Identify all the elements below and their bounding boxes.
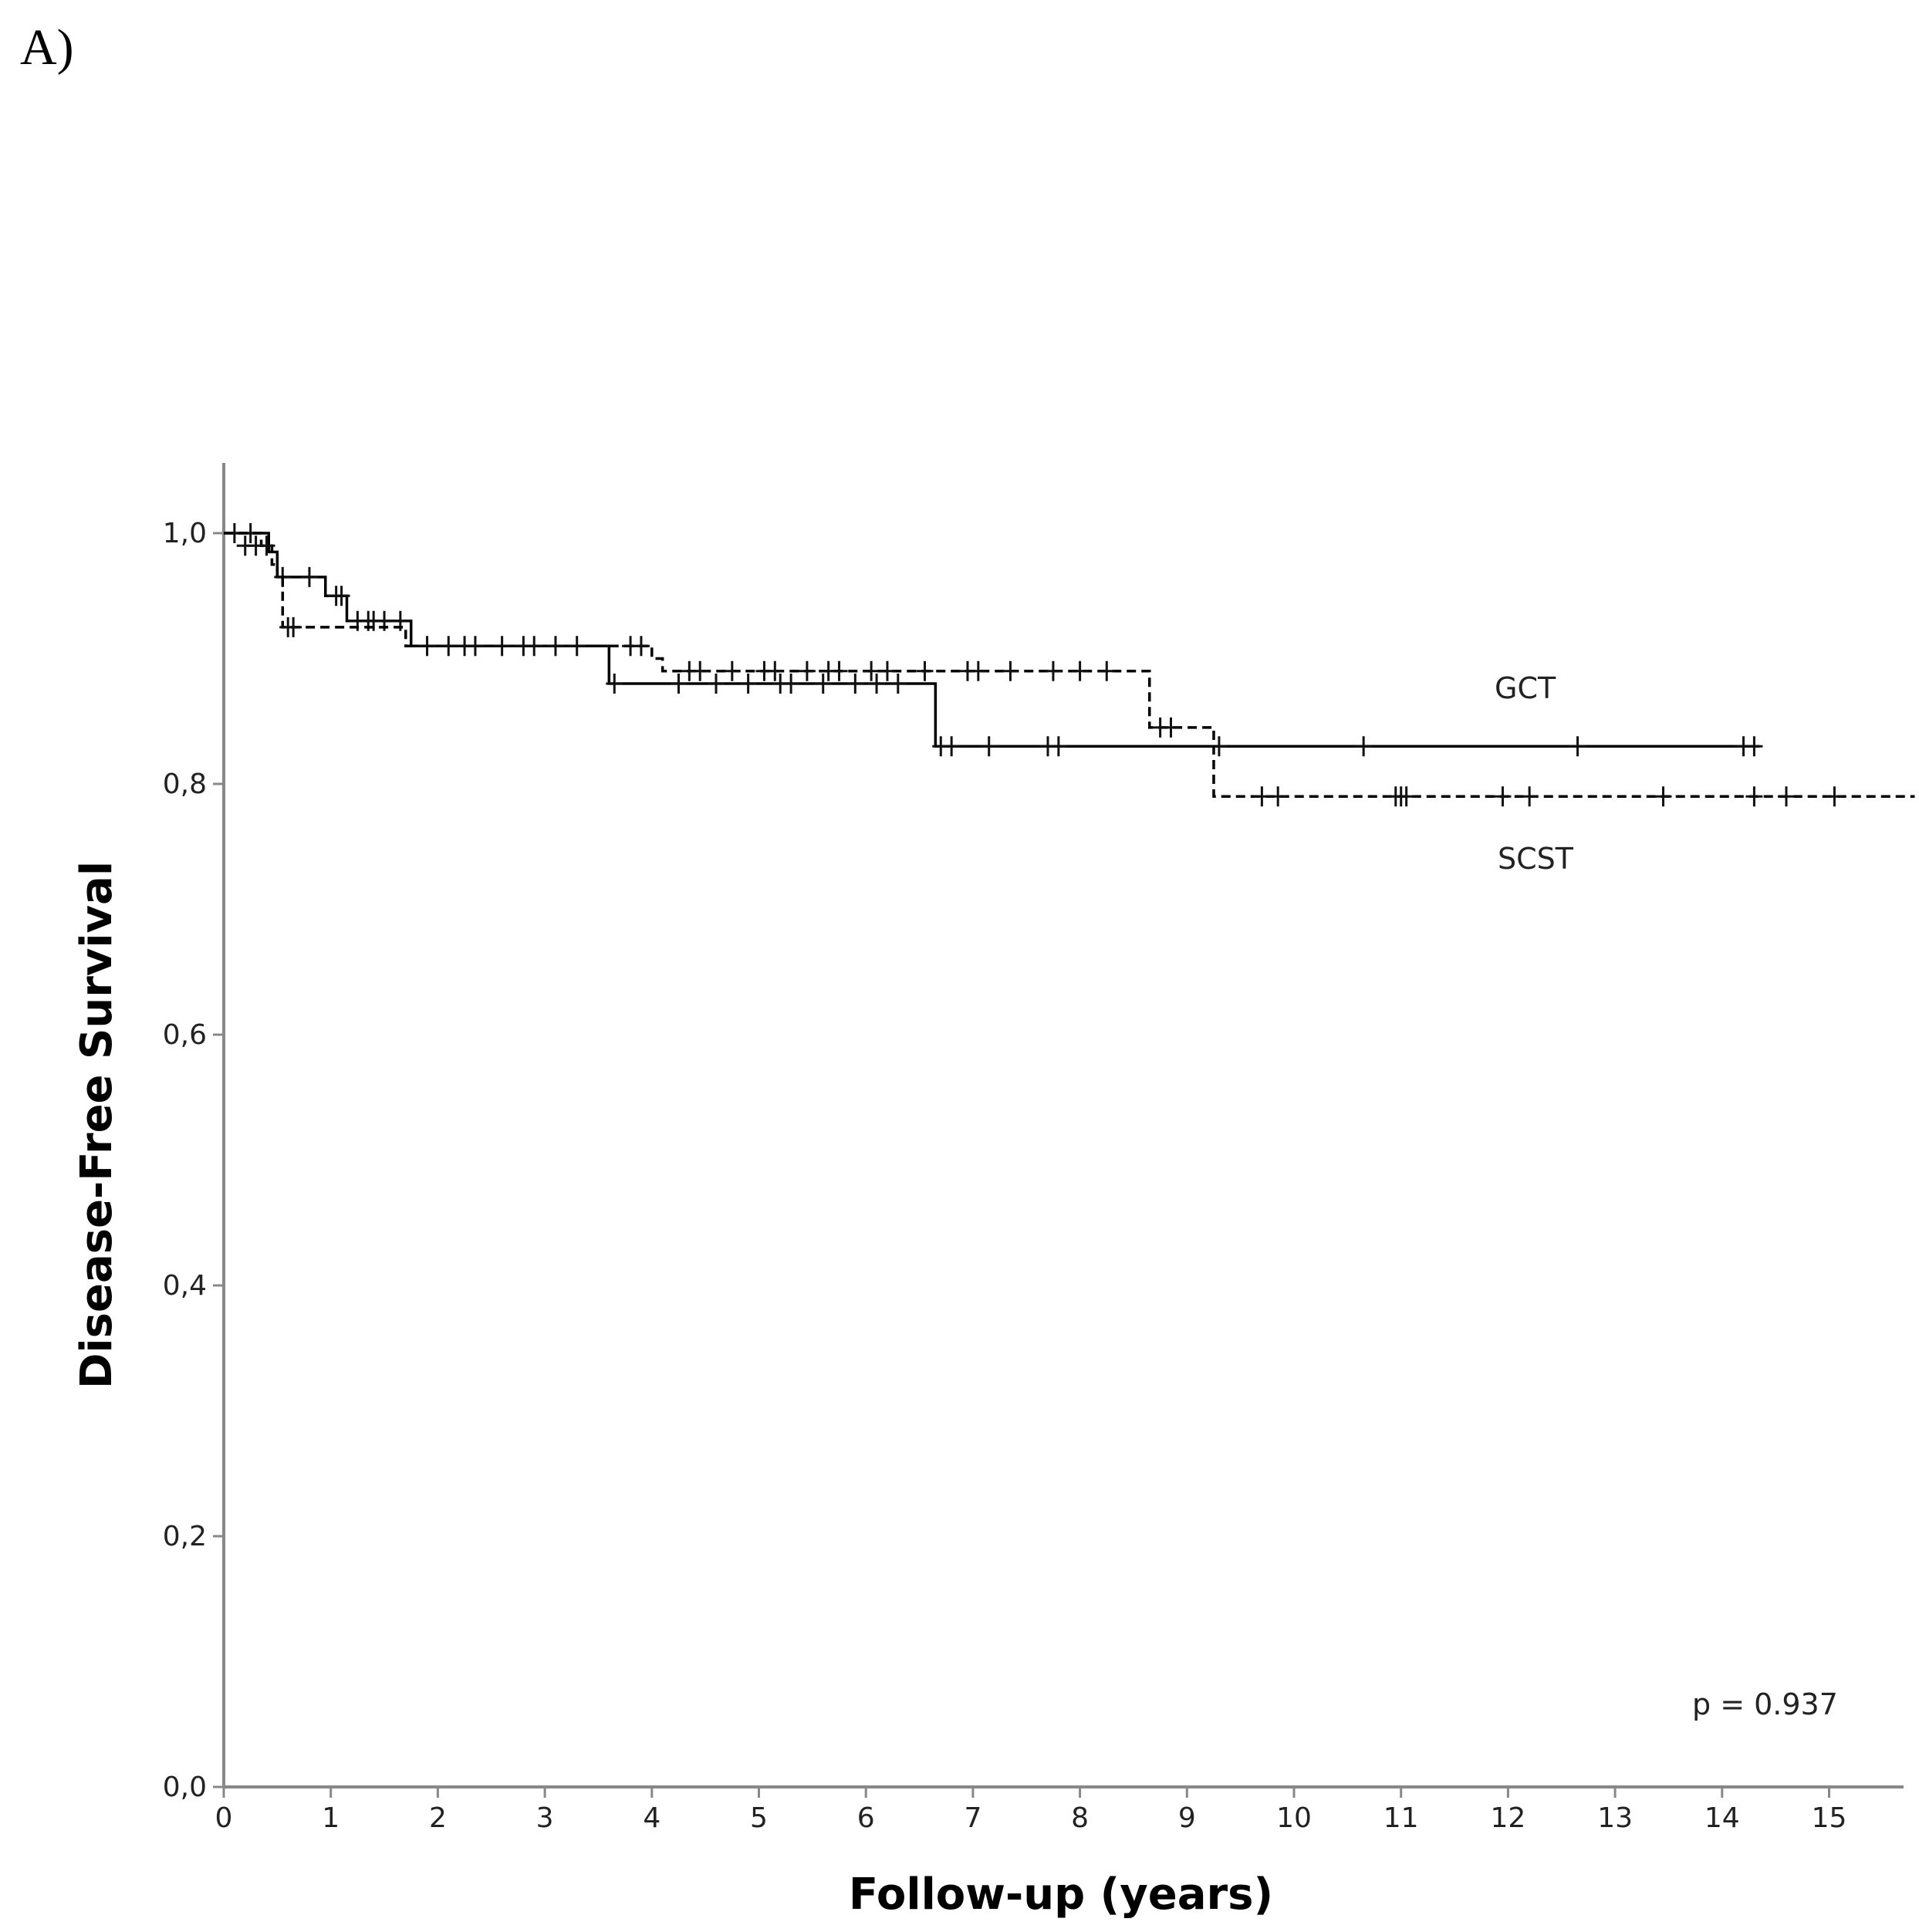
panel-label: A) [20, 19, 74, 76]
scst-censor-mark [1002, 660, 1019, 681]
scst-censor-mark [1269, 786, 1287, 807]
scst-censor-mark [1521, 786, 1539, 807]
scst-censor-mark [285, 616, 302, 637]
scst-censor-mark [440, 636, 458, 657]
axes: 0 1 2 3 4 5 6 7 8 9 10 11 12 13 14 15 0,00,20,40,60,81,… [163, 463, 1904, 1834]
scst-censor-mark [1162, 717, 1180, 738]
gct-censor-mark [868, 674, 886, 694]
x-tick-label: 11 [1384, 1802, 1419, 1834]
y-tick-label: 1,0 [163, 518, 207, 549]
scst-censor-mark [1654, 786, 1672, 807]
gct-censor-mark [846, 674, 864, 694]
scst-censor-mark [691, 660, 709, 681]
scst-censor-mark [1826, 786, 1843, 807]
gct-censor-mark [980, 736, 998, 757]
x-tick-label: 6 [857, 1802, 875, 1834]
x-tick-label: 5 [750, 1802, 768, 1834]
scst-censor-mark [525, 636, 543, 657]
scst-censor-mark [418, 636, 436, 657]
scst-censor-mark [258, 535, 275, 556]
x-tick-label: 0 [215, 1802, 233, 1834]
gct-censor-mark [1745, 736, 1763, 757]
gct-label: GCT [1495, 671, 1556, 705]
scst-censor-mark [466, 636, 484, 657]
scst-censor-mark [830, 660, 848, 681]
gct-censor-mark [300, 566, 318, 587]
y-axis-title: Disease-Free Survival [72, 861, 122, 1389]
x-tick-label: 3 [536, 1802, 554, 1834]
gct-censor-mark [708, 674, 725, 694]
scst-censor-mark [493, 636, 511, 657]
scst-series [224, 532, 1915, 807]
scst-censor-mark [1745, 786, 1763, 807]
gct-censor-mark [889, 674, 907, 694]
scst-censor-mark [916, 660, 934, 681]
x-tick-label: 14 [1704, 1802, 1740, 1834]
scst-censor-mark [766, 660, 784, 681]
gct-censor-mark [606, 674, 623, 694]
scst-censor-mark [1098, 660, 1116, 681]
gct-survival-curve [224, 532, 1760, 748]
scst-censor-mark [1253, 786, 1271, 807]
gct-censor-mark [1355, 736, 1373, 757]
x-ticks: 0 1 2 3 4 5 6 7 8 9 10 11 12 13 14 15 [215, 1787, 1847, 1834]
scst-censor-mark [969, 660, 987, 681]
scst-censor-mark [723, 660, 741, 681]
y-tick-label: 0,2 [163, 1521, 207, 1552]
gct-censor-mark [1049, 736, 1067, 757]
x-tick-label: 2 [429, 1802, 447, 1834]
scst-censor-mark [1397, 786, 1415, 807]
x-tick-label: 9 [1178, 1802, 1196, 1834]
y-tick-label: 0,4 [163, 1270, 207, 1302]
x-tick-label: 4 [643, 1802, 661, 1834]
x-tick-label: 1 [322, 1802, 340, 1834]
y-tick-label: 0,6 [163, 1019, 207, 1051]
x-tick-label: 10 [1276, 1802, 1312, 1834]
scst-censor-mark [863, 660, 880, 681]
x-tick-label: 13 [1597, 1802, 1633, 1834]
p-value-annotation: p = 0.937 [1692, 1687, 1838, 1721]
gct-censor-mark [739, 674, 757, 694]
y-tick-label: 0,8 [163, 768, 207, 800]
gct-series [224, 523, 1763, 757]
scst-label: SCST [1498, 842, 1574, 876]
series-layer [224, 523, 1915, 807]
gct-censor-mark [670, 674, 688, 694]
y-ticks: 0,0 0,2 0,4 0,6 0,8 1,0 [163, 518, 224, 1803]
scst-censor-mark [546, 636, 564, 657]
y-tick-label: 0,0 [163, 1772, 207, 1803]
gct-censor-mark [1569, 736, 1586, 757]
scst-censor-mark [1071, 660, 1089, 681]
x-tick-label: 15 [1812, 1802, 1847, 1834]
scst-survival-curve [224, 532, 1915, 798]
scst-censor-mark [568, 636, 586, 657]
gct-censor-mark [814, 674, 832, 694]
gct-censor-mark [782, 674, 800, 694]
gct-censor-mark [333, 586, 350, 606]
x-tick-label: 7 [964, 1802, 981, 1834]
scst-censor-mark [878, 660, 896, 681]
scst-censor-mark [1494, 786, 1512, 807]
gct-censor-mark [943, 736, 961, 757]
scst-censor-mark [632, 636, 650, 657]
x-axis-title: Follow-up (years) [849, 1870, 1273, 1920]
scst-censor-mark [1044, 660, 1062, 681]
x-tick-label: 12 [1490, 1802, 1525, 1834]
x-tick-label: 8 [1071, 1802, 1089, 1834]
scst-censor-mark [1778, 786, 1796, 807]
scst-censor-mark [798, 660, 816, 681]
